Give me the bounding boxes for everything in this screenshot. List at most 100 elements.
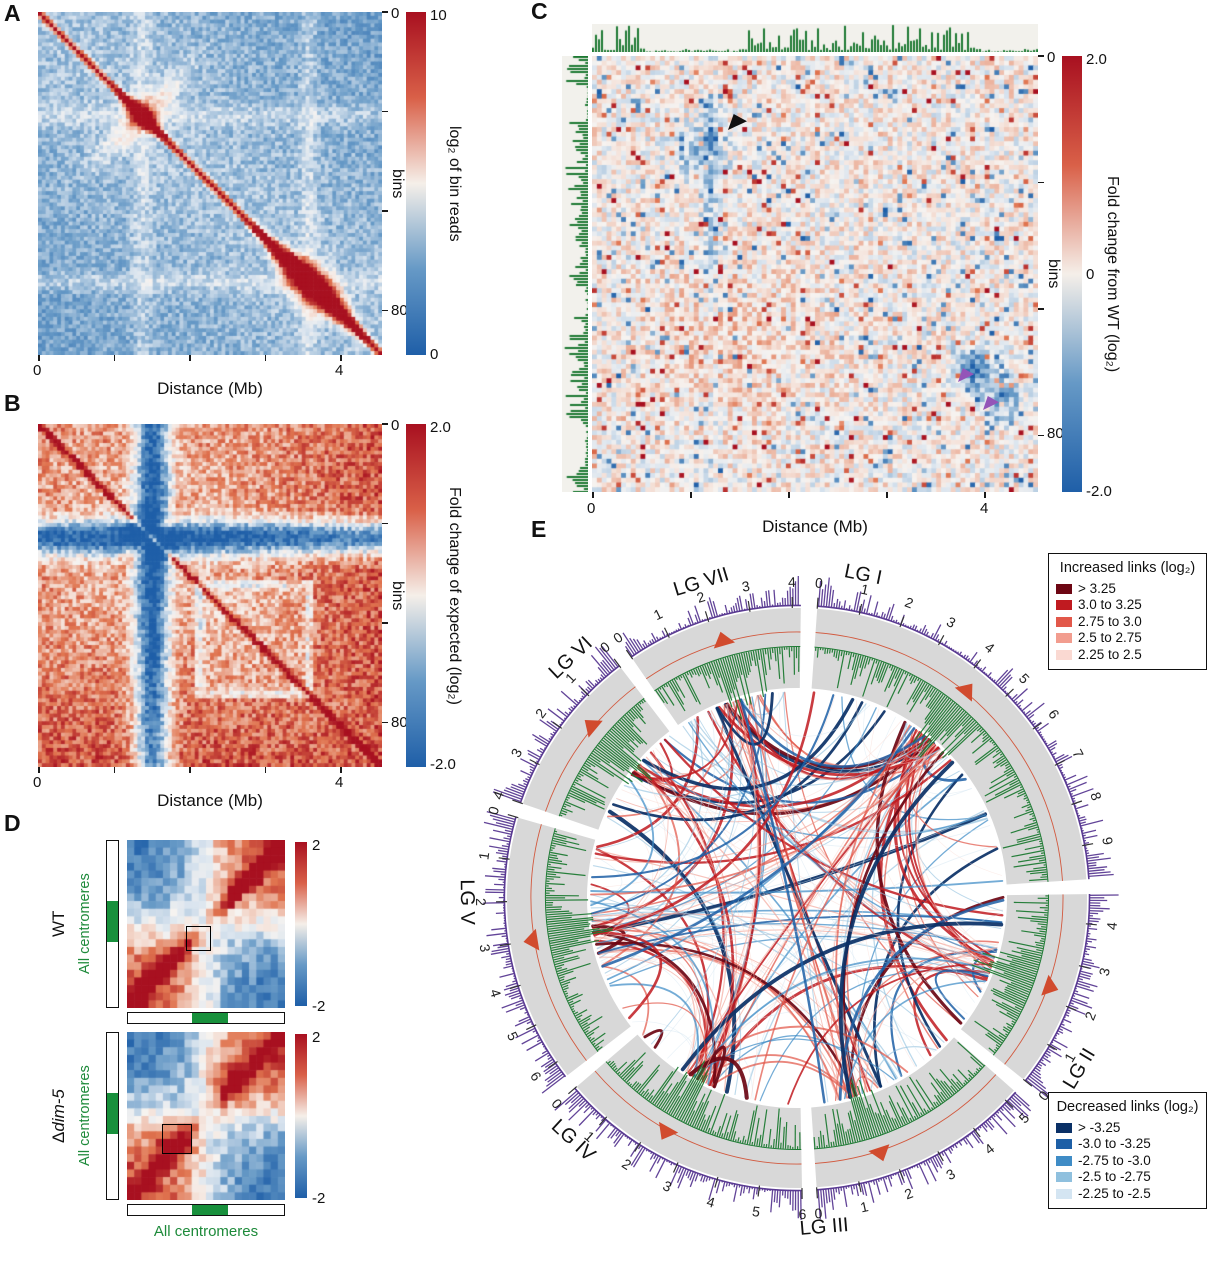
outer-histogram-bar (503, 965, 514, 969)
axis-tick (788, 492, 790, 498)
d-centromere-segment (107, 1092, 118, 1135)
inner-histogram-bar (736, 654, 743, 675)
inner-histogram-bar (668, 1095, 681, 1115)
outer-histogram-bar (634, 1141, 638, 1146)
inner-histogram-bar (923, 1108, 928, 1114)
inner-histogram-bar (635, 1083, 642, 1091)
inner-histogram-bar (1016, 833, 1040, 841)
outer-histogram-bar (724, 604, 729, 615)
b-ytick-80: 80 (391, 714, 408, 731)
inner-histogram-bar (657, 688, 669, 705)
legend-swatch (1056, 633, 1072, 644)
outer-histogram-bar (1088, 873, 1114, 878)
outer-histogram-bar (909, 625, 912, 629)
outer-histogram-bar (578, 1108, 596, 1126)
inner-histogram-bar (688, 671, 693, 678)
outer-histogram-bar (587, 686, 592, 692)
outer-histogram-bar (1056, 1029, 1064, 1034)
inner-histogram-bar (982, 734, 988, 740)
inner-histogram-bar (973, 1072, 977, 1075)
outer-histogram-bar (996, 1110, 1000, 1114)
inner-histogram-bar (546, 878, 554, 880)
outer-histogram-bar (982, 1122, 988, 1128)
outer-histogram-bar (512, 979, 518, 983)
inner-histogram-bar (912, 681, 926, 703)
mb-tick (1085, 923, 1097, 926)
outer-histogram-bar (1058, 766, 1064, 770)
outer-histogram-bar (1077, 977, 1083, 981)
outer-histogram-bar (676, 1166, 685, 1183)
inner-histogram-bar (995, 1046, 999, 1050)
outer-histogram-bar (529, 768, 535, 772)
d-wt-colorbar (295, 842, 307, 1006)
outer-histogram-bar (607, 1126, 617, 1139)
inner-histogram-bar (988, 1047, 996, 1054)
outer-histogram-bar (599, 647, 617, 670)
inner-histogram-bar (1010, 981, 1031, 991)
link-chord (687, 695, 767, 1074)
inner-histogram-bar (990, 989, 1025, 1007)
outer-histogram-bar (835, 598, 839, 609)
inner-histogram-bar (1026, 801, 1030, 804)
outer-histogram-bar (483, 821, 514, 831)
outer-histogram-bar (687, 624, 690, 628)
inner-histogram-bar (1006, 985, 1029, 996)
inner-histogram-bar (546, 875, 561, 878)
inner-histogram-bar (685, 1100, 698, 1124)
inner-histogram-bar (1021, 803, 1031, 809)
outer-histogram-bar (489, 814, 516, 823)
inner-histogram-bar (554, 833, 577, 841)
circos-centromere-track (523, 631, 1064, 1165)
inner-histogram-bar (875, 661, 883, 678)
outer-histogram-bar (541, 1074, 566, 1094)
inner-histogram-bar (756, 1138, 759, 1146)
inner-histogram-bar (926, 705, 959, 744)
inner-histogram-bar (562, 984, 569, 989)
inner-histogram-bar (913, 1115, 917, 1120)
inner-histogram-bar (563, 805, 567, 808)
b-colorbar-title: Fold change of expected (log₂) (446, 486, 463, 705)
outer-histogram-bar (1042, 738, 1045, 741)
outer-histogram-bar (858, 605, 862, 613)
mb-tick (898, 1169, 904, 1180)
outer-histogram-bar (990, 1115, 1008, 1135)
outer-histogram-bar (1036, 722, 1049, 733)
outer-histogram-bar (564, 1091, 580, 1106)
outer-histogram-bar (615, 1130, 621, 1137)
outer-histogram-bar (744, 599, 749, 611)
legend-entry: 2.75 to 3.0 (1056, 614, 1199, 631)
inner-histogram-bar (906, 679, 922, 705)
outer-histogram-bar (495, 821, 514, 828)
inner-histogram-bar (983, 966, 1033, 987)
inner-histogram-bar (998, 1034, 1006, 1040)
link-chord (743, 810, 985, 1098)
outer-histogram-bar (870, 612, 873, 616)
inner-histogram-bar (996, 757, 1006, 764)
inner-histogram-bar (572, 1010, 576, 1013)
inner-histogram-bar (667, 682, 686, 712)
inner-histogram-bar (564, 801, 586, 811)
inner-histogram-bar (615, 1061, 628, 1073)
inner-histogram-bar (993, 759, 1007, 769)
outer-histogram-bar (739, 1184, 744, 1196)
inner-histogram-bar (671, 679, 680, 692)
inner-histogram-bar (595, 1045, 600, 1049)
inner-histogram-bar (637, 703, 644, 711)
outer-histogram-bar (730, 607, 734, 614)
outer-histogram-bar (1072, 994, 1076, 997)
inner-histogram-bar (560, 976, 577, 984)
mb-tick (512, 799, 523, 805)
link-chord (655, 692, 781, 1049)
legend-entry-label: 2.25 to 2.5 (1078, 646, 1142, 662)
inner-histogram-bar (849, 1110, 859, 1142)
inner-histogram-bar (699, 666, 710, 689)
link-chord (590, 900, 715, 1085)
inner-histogram-bar (762, 649, 767, 676)
inner-histogram-bar (994, 1048, 997, 1052)
outer-histogram-bar (1088, 920, 1099, 923)
inner-histogram-bar (858, 1079, 880, 1136)
mb-tick-number: 1 (859, 1198, 870, 1215)
inner-histogram-bar (547, 873, 557, 876)
outer-histogram-bar (978, 1125, 982, 1129)
b-ytick-0: 0 (391, 417, 400, 434)
